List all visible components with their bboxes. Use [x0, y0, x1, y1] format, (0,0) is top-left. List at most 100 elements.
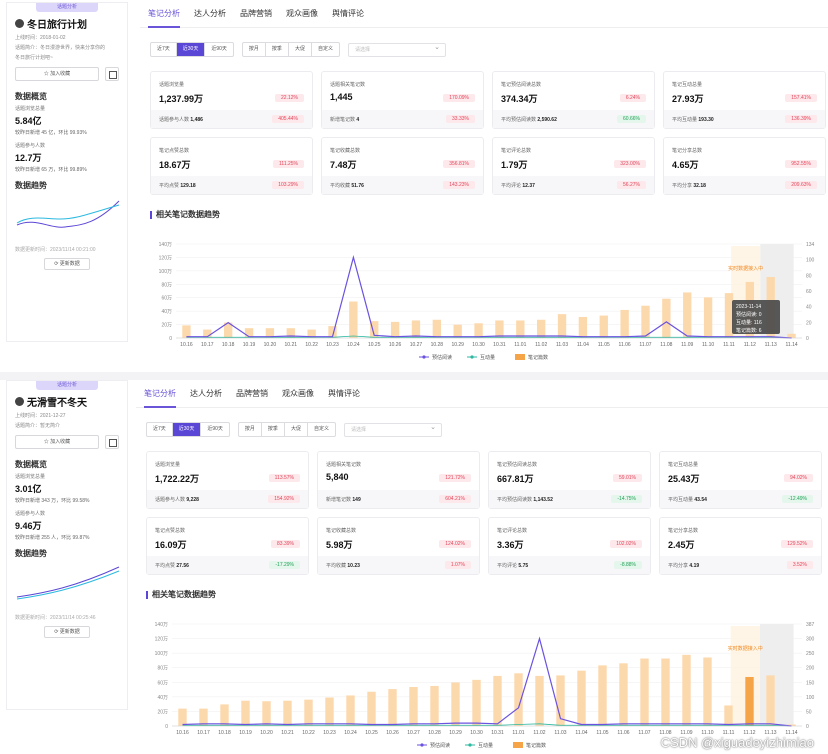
range-7d[interactable]: 近7天 [151, 43, 177, 56]
range-90d[interactable]: 近90天 [211, 46, 227, 52]
note-count-bar[interactable] [178, 708, 187, 726]
note-count-bar[interactable] [220, 704, 229, 726]
note-count-bar[interactable] [328, 326, 337, 338]
note-count-bar[interactable] [493, 675, 502, 726]
interact-line[interactable] [182, 723, 792, 727]
note-count-bar[interactable] [703, 657, 712, 726]
tab-note-analysis[interactable]: 笔记分析 [144, 380, 176, 408]
note-count-bar[interactable] [787, 724, 796, 726]
note-count-bar[interactable] [453, 324, 462, 338]
tab-brand[interactable]: 品牌营销 [236, 388, 268, 398]
note-count-bar[interactable] [516, 320, 525, 338]
trend-chart[interactable]: 140万 120万 100万 80万 60万 40万 20万 0 134 100 80 60 40 20 0… [140, 236, 828, 366]
note-count-bar[interactable] [599, 315, 608, 338]
note-count-bar[interactable] [262, 701, 271, 726]
note-count-bar[interactable] [662, 298, 671, 338]
note-count-bar[interactable] [641, 305, 650, 338]
note-count-bar[interactable] [683, 292, 692, 338]
legend-label[interactable]: 预估阅读 [430, 742, 450, 749]
tab-comments[interactable]: 舆情评论 [328, 388, 360, 398]
legend-label[interactable]: 互动量 [478, 742, 493, 749]
tab-comments[interactable]: 舆情评论 [332, 8, 364, 18]
note-count-bar[interactable] [619, 663, 628, 726]
type-quarter[interactable]: 按季 [262, 423, 285, 436]
tab-audience[interactable]: 观众画像 [286, 8, 318, 18]
type-custom[interactable]: 自定义 [317, 46, 333, 52]
note-count-bar[interactable] [472, 679, 481, 726]
date-select[interactable]: 请选择 [347, 42, 446, 57]
tab-note-analysis[interactable]: 笔记分析 [148, 0, 180, 28]
add-favorite-button[interactable]: ☆ 加入收藏 [15, 67, 99, 81]
tab-kol-analysis[interactable]: 达人分析 [190, 388, 222, 398]
date-select[interactable]: 请选择 [343, 422, 442, 437]
note-count-bar[interactable] [474, 323, 483, 338]
note-count-bar[interactable] [304, 699, 313, 726]
type-quarter[interactable]: 按季 [266, 43, 289, 56]
note-count-bar[interactable] [703, 297, 713, 338]
note-count-bar[interactable] [556, 675, 565, 726]
note-count-bar[interactable] [286, 328, 295, 338]
type-month[interactable]: 按月 [239, 423, 262, 436]
update-data-button[interactable]: ⟳ 更新数据 [44, 258, 90, 270]
read-line[interactable] [186, 255, 792, 339]
note-count-bar[interactable] [390, 321, 400, 338]
note-count-bar[interactable] [182, 325, 191, 338]
range-90d[interactable]: 近90天 [207, 426, 223, 432]
range-30d[interactable]: 近30天 [172, 423, 202, 436]
note-count-bar[interactable] [411, 320, 421, 338]
note-count-bar[interactable] [244, 328, 254, 338]
type-custom[interactable]: 自定义 [313, 426, 329, 432]
interact-line[interactable] [186, 335, 792, 339]
type-month[interactable]: 按月 [243, 43, 266, 56]
note-count-bar[interactable] [307, 329, 316, 338]
read-line[interactable] [182, 636, 792, 727]
note-count-bar[interactable] [199, 708, 208, 726]
note-count-bar[interactable] [430, 685, 439, 726]
legend-label[interactable]: 预估阅读 [432, 354, 452, 361]
qrcode-icon[interactable] [105, 435, 119, 449]
note-count-bar[interactable] [432, 319, 442, 338]
note-count-bar[interactable] [661, 658, 670, 726]
note-count-bar[interactable] [557, 314, 567, 338]
note-count-bar[interactable] [578, 316, 588, 338]
tab-kol-analysis[interactable]: 达人分析 [194, 8, 226, 18]
legend-label[interactable]: 笔记篇数 [528, 354, 548, 361]
note-count-bar[interactable] [620, 309, 629, 338]
note-count-bar[interactable] [349, 301, 358, 338]
note-count-bar[interactable] [367, 691, 376, 726]
note-count-bar[interactable] [325, 697, 334, 726]
note-count-bar[interactable] [223, 322, 233, 338]
note-count-bar[interactable] [724, 705, 733, 726]
trend-chart[interactable]: 140万 120万 100万 80万 60万 40万 20万 0 387 300 250 200 150… [136, 616, 828, 754]
update-data-button[interactable]: ⟳ 更新数据 [44, 626, 90, 638]
legend-label[interactable]: 互动量 [480, 354, 495, 361]
note-count-bar[interactable] [640, 658, 649, 726]
note-count-bar[interactable] [766, 675, 775, 726]
note-count-bar[interactable] [577, 670, 586, 726]
note-count-bar[interactable] [535, 675, 544, 726]
note-count-bar[interactable] [409, 686, 418, 726]
note-count-bar[interactable] [745, 676, 754, 726]
legend-label[interactable]: 笔记篇数 [526, 742, 546, 749]
note-count-bar[interactable] [346, 695, 355, 726]
note-count-bar[interactable] [203, 329, 212, 338]
note-count-bar[interactable] [682, 654, 691, 726]
note-count-bar[interactable] [388, 689, 397, 726]
type-promo[interactable]: 大促 [289, 43, 312, 56]
qrcode-icon[interactable] [105, 67, 119, 81]
note-count-bar[interactable] [451, 682, 460, 726]
note-count-bar[interactable] [495, 320, 504, 338]
tab-audience[interactable]: 观众画像 [282, 388, 314, 398]
note-count-bar[interactable] [514, 673, 523, 726]
tab-brand[interactable]: 品牌营销 [240, 8, 272, 18]
legend-swatch[interactable] [513, 742, 523, 748]
note-count-bar[interactable] [283, 700, 292, 726]
add-favorite-button[interactable]: ☆ 加入收藏 [15, 435, 99, 449]
note-count-bar[interactable] [370, 321, 379, 338]
legend-swatch[interactable] [515, 354, 525, 360]
note-count-bar[interactable] [241, 700, 250, 726]
note-count-bar[interactable] [265, 328, 275, 338]
note-count-bar[interactable] [536, 319, 546, 338]
note-count-bar[interactable] [724, 293, 734, 338]
range-30d[interactable]: 近30天 [176, 43, 206, 56]
